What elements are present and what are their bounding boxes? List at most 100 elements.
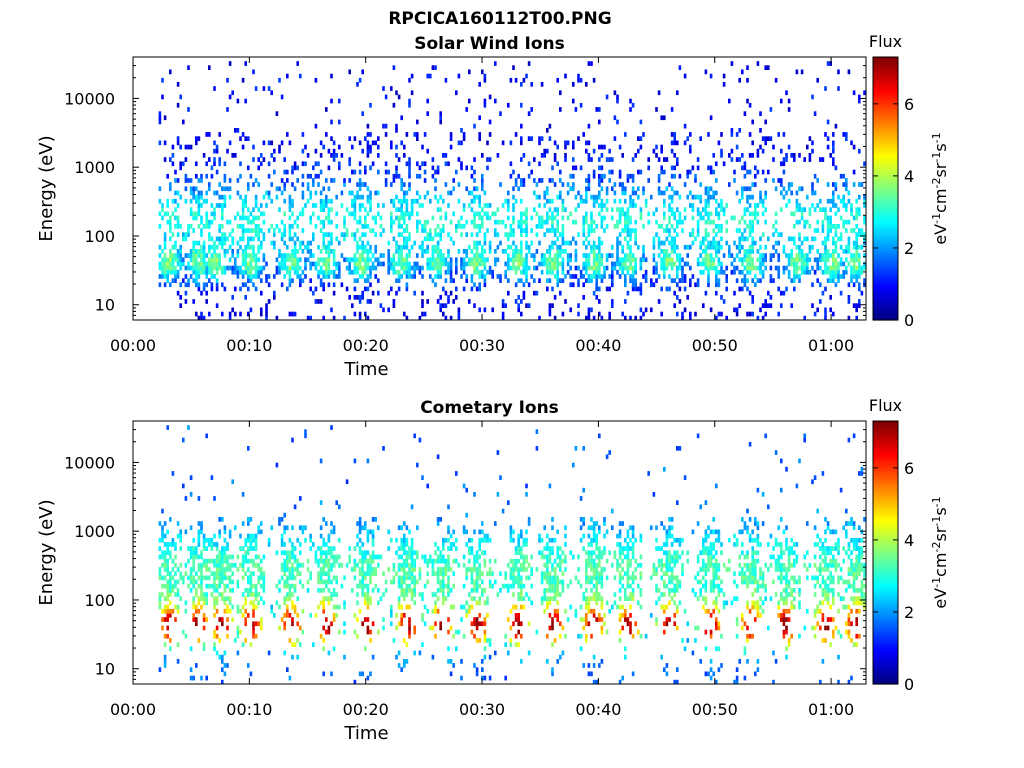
heatmap-cell xyxy=(629,198,632,204)
heatmap-cell xyxy=(249,211,253,217)
heatmap-cell xyxy=(325,521,328,526)
heatmap-cell xyxy=(639,169,643,175)
heatmap-cell xyxy=(322,203,325,208)
heatmap-cell xyxy=(553,261,557,267)
heatmap-cell xyxy=(278,228,281,233)
heatmap-cell xyxy=(174,562,177,568)
heatmap-cell xyxy=(842,261,845,267)
heatmap-cell xyxy=(236,240,240,246)
heatmap-cell xyxy=(449,671,453,677)
heatmap-cell xyxy=(351,303,354,308)
heatmap-cell xyxy=(197,274,201,279)
heatmap-cell xyxy=(361,571,364,576)
heatmap-cell xyxy=(293,232,297,237)
heatmap-cell xyxy=(845,228,848,233)
heatmap-cell xyxy=(322,588,325,593)
heatmap-cell xyxy=(826,182,830,187)
heatmap-cell xyxy=(455,224,458,229)
heatmap-cell xyxy=(309,219,312,225)
heatmap-cell xyxy=(704,228,708,233)
heatmap-cell xyxy=(787,269,791,275)
heatmap-cell xyxy=(405,269,409,275)
heatmap-cell xyxy=(374,554,377,560)
heatmap-cell xyxy=(348,269,351,275)
heatmap-cell xyxy=(527,282,531,288)
heatmap-cell xyxy=(312,165,315,171)
heatmap-cell xyxy=(507,253,510,258)
heatmap-cell xyxy=(676,140,679,146)
heatmap-cell xyxy=(171,583,175,589)
heatmap-cell xyxy=(184,282,188,288)
heatmap-cell xyxy=(366,617,370,622)
heatmap-cell xyxy=(418,265,422,271)
heatmap-cell xyxy=(434,244,437,250)
heatmap-cell xyxy=(845,257,848,263)
heatmap-cell xyxy=(834,269,838,275)
heatmap-cell xyxy=(696,211,700,217)
heatmap-cell xyxy=(332,646,336,652)
heatmap-cell xyxy=(600,203,604,208)
heatmap-cell xyxy=(374,219,377,225)
heatmap-cell xyxy=(169,571,172,576)
heatmap-cell xyxy=(540,219,544,225)
heatmap-cell xyxy=(384,579,388,585)
heatmap-cell xyxy=(397,207,401,212)
heatmap-cell xyxy=(286,596,289,601)
heatmap-cell xyxy=(400,257,403,263)
heatmap-cell xyxy=(439,567,442,572)
heatmap-cell xyxy=(202,642,206,647)
heatmap-cell xyxy=(608,286,611,292)
heatmap-cell xyxy=(707,274,710,279)
heatmap-cell xyxy=(553,207,557,212)
heatmap-cell xyxy=(410,90,414,96)
heatmap-cell xyxy=(234,153,237,158)
heatmap-cell xyxy=(213,240,216,246)
heatmap-cell xyxy=(392,65,396,70)
heatmap-cell xyxy=(702,303,705,308)
heatmap-cell xyxy=(465,575,468,581)
heatmap-cell xyxy=(353,253,357,258)
heatmap-cell xyxy=(465,219,468,225)
heatmap-cell xyxy=(332,257,336,263)
heatmap-cell xyxy=(327,282,331,288)
heatmap-cell xyxy=(319,278,323,283)
heatmap-cell xyxy=(595,269,598,275)
heatmap-cell xyxy=(335,604,338,610)
heatmap-cell xyxy=(455,471,458,476)
heatmap-cell xyxy=(444,583,448,589)
heatmap-cell xyxy=(699,269,702,275)
heatmap-cell xyxy=(751,236,754,242)
heatmap-cell xyxy=(392,265,396,271)
heatmap-cell xyxy=(260,571,263,576)
heatmap-cell xyxy=(395,654,398,660)
colorbar-segment xyxy=(873,311,898,315)
heatmap-cell xyxy=(364,278,367,283)
heatmap-cell xyxy=(730,253,734,258)
heatmap-cell xyxy=(182,232,185,237)
heatmap-cell xyxy=(296,265,299,271)
x-tick-label: 01:00 xyxy=(808,336,854,355)
heatmap-cell xyxy=(348,554,351,560)
heatmap-cell xyxy=(280,232,284,237)
heatmap-cell xyxy=(689,315,692,321)
heatmap-cell xyxy=(184,496,188,501)
heatmap-cell xyxy=(421,290,424,296)
heatmap-cell xyxy=(213,633,216,639)
heatmap-cell xyxy=(338,562,341,568)
heatmap-cell xyxy=(231,479,234,485)
heatmap-cell xyxy=(481,269,484,275)
heatmap-cell xyxy=(241,554,245,560)
heatmap-cell xyxy=(192,261,195,267)
heatmap-cell xyxy=(322,315,325,321)
heatmap-cell xyxy=(171,567,175,572)
heatmap-cell xyxy=(439,558,442,564)
heatmap-cell xyxy=(358,315,362,321)
heatmap-cell xyxy=(403,592,406,597)
heatmap-cell xyxy=(314,161,318,167)
heatmap-cell xyxy=(317,579,320,585)
heatmap-cell xyxy=(171,198,175,204)
heatmap-cell xyxy=(288,311,292,317)
heatmap-cell xyxy=(564,153,567,158)
heatmap-cell xyxy=(803,257,806,263)
